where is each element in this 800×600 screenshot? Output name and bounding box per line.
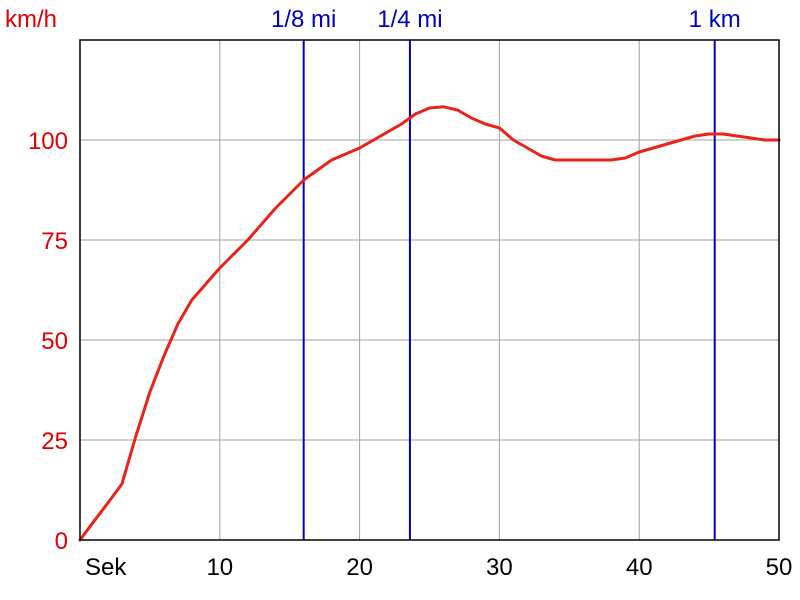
y-tick-label: 75: [41, 228, 68, 255]
x-tick-label: 30: [486, 554, 513, 581]
y-axis-label: km/h: [5, 6, 57, 33]
plot-frame: [79, 39, 780, 541]
distance-markers: 1/8 mi 1/4 mi 1 km: [271, 6, 741, 540]
x-axis-label: Sek: [85, 554, 127, 581]
marker-label: 1/4 mi: [377, 6, 442, 33]
x-tick-labels: 10 20 30 40 50: [206, 554, 792, 581]
x-tick-label: 20: [346, 554, 373, 581]
y-tick-label: 50: [41, 328, 68, 355]
marker-label: 1 km: [689, 6, 741, 33]
series-group: [78, 105, 781, 542]
x-tick-label: 10: [206, 554, 233, 581]
y-tick-label: 25: [41, 428, 68, 455]
x-tick-label: 50: [766, 554, 793, 581]
speed-series-line: [78, 105, 781, 542]
marker-label: 1/8 mi: [271, 6, 336, 33]
y-tick-label: 100: [28, 128, 68, 155]
y-tick-label: 0: [55, 528, 68, 555]
x-tick-label: 40: [626, 554, 653, 581]
y-tick-labels: 0 25 50 75 100: [28, 128, 68, 555]
